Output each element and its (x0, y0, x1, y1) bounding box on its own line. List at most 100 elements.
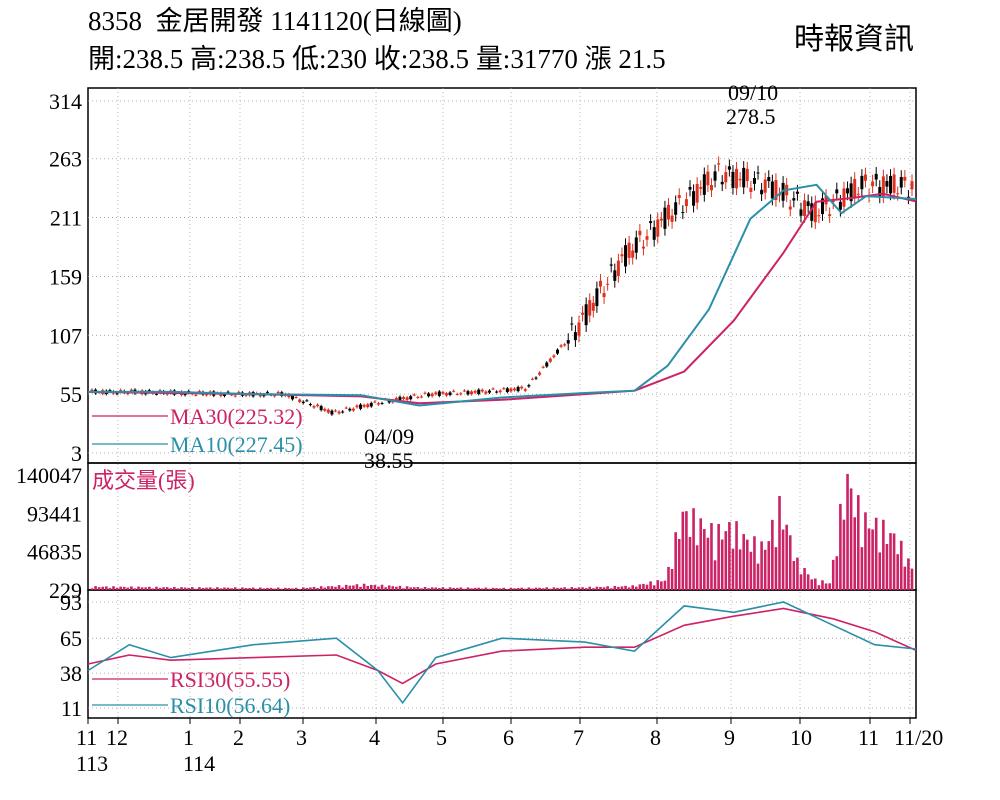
volume-bar (434, 587, 438, 590)
volume-bar (301, 587, 305, 590)
candle-body (165, 393, 169, 395)
x-tick-label: 5 (436, 725, 447, 750)
volume-bar (330, 586, 334, 590)
candle-body (301, 401, 305, 404)
candle-body (645, 236, 649, 240)
volume-bar (799, 574, 803, 590)
candle-body (308, 404, 312, 406)
candle-body (760, 189, 764, 195)
candle-body (863, 174, 867, 181)
volume-bar (835, 556, 839, 590)
volume-bar (527, 587, 531, 590)
candle-body (444, 393, 448, 396)
volume-bar (284, 587, 287, 590)
volume-bar (745, 539, 749, 590)
candle-body (305, 400, 309, 402)
candle-body (652, 227, 656, 240)
candle-body (366, 404, 370, 408)
candle-body (706, 171, 710, 186)
candle-body (670, 215, 674, 222)
volume-bar (366, 585, 370, 590)
volume-bar (140, 587, 144, 590)
candle-body (749, 187, 753, 192)
volume-bar (631, 585, 634, 590)
y-tick-label: 38 (60, 661, 82, 686)
candle-body (856, 193, 860, 195)
candle-body (602, 293, 606, 298)
candle-body (738, 178, 742, 181)
volume-bar (738, 549, 742, 590)
stock-name: 金居開發 (155, 6, 264, 36)
volume-bar (190, 587, 194, 590)
volume-bar (796, 557, 799, 590)
candle-body (799, 209, 803, 216)
volume-bar (463, 588, 466, 590)
volume-bar (323, 587, 327, 590)
candle-body (434, 392, 438, 395)
volume-bar (405, 586, 409, 590)
volume-bar (248, 588, 251, 590)
chart-title: 8358 金居開發 1141120(日線圖) (88, 6, 462, 36)
volume-bar (592, 588, 595, 590)
volume-bar (377, 586, 380, 590)
volume-bar (287, 588, 291, 590)
volume-bar (230, 588, 233, 590)
volume-bar (602, 587, 606, 590)
volume-bar (523, 588, 527, 590)
volume-bar (115, 587, 119, 590)
volume-bar (559, 587, 563, 590)
volume-bar (620, 586, 624, 590)
x-tick-label: 11/20 (894, 725, 943, 750)
candle-body (634, 237, 638, 253)
volume-bar (362, 583, 366, 590)
candle-body (581, 312, 585, 315)
volume-bar (899, 540, 903, 590)
candle-body (337, 411, 341, 414)
candle-body (298, 399, 302, 402)
candle-body (276, 391, 280, 394)
volume-bar (677, 538, 681, 590)
candle-body (860, 175, 864, 190)
rsi-line (87, 601, 917, 705)
volume-bar (316, 588, 319, 590)
volume-bar (552, 587, 556, 590)
volume-bar (373, 584, 377, 590)
volume-bar (771, 519, 774, 590)
volume-bar (291, 588, 294, 590)
x-year-label: 114 (183, 751, 215, 776)
candle-body (588, 300, 592, 316)
candle-body (294, 396, 298, 398)
candle-body (455, 394, 459, 396)
volume-bar (348, 585, 352, 590)
candle-body (792, 198, 796, 201)
candle-body (595, 288, 599, 307)
candle-body (108, 390, 112, 392)
volume-bar (151, 588, 155, 590)
volume-bar (753, 536, 756, 590)
candle-body (205, 393, 209, 396)
candle-body (720, 181, 724, 185)
candle-body (763, 179, 767, 193)
x-tick-label: 1 (183, 725, 194, 750)
volume-bar (355, 584, 359, 590)
volume-bar (144, 587, 148, 590)
volume-bar (255, 588, 259, 590)
volume-bar (609, 588, 613, 590)
volume-bar (452, 587, 455, 590)
volume-bar (724, 531, 728, 590)
volume-bar (814, 578, 817, 590)
candle-body (649, 221, 653, 224)
volume-bar (337, 585, 341, 590)
candle-body (291, 395, 295, 400)
volume-bar (731, 548, 735, 590)
x-year-label: 113 (76, 751, 108, 776)
volume-bar (656, 580, 660, 590)
candle-body (244, 394, 248, 396)
candle-body (412, 394, 416, 396)
quote-line: 開:238.5 高:238.5 低:230 收:238.5 量:31770 漲 … (88, 44, 666, 74)
candle-body (348, 408, 352, 411)
open-value: 開:238.5 (88, 44, 184, 74)
candle-body (477, 389, 481, 395)
candle-body (147, 390, 151, 392)
y-tick-label: 229 (49, 578, 82, 603)
